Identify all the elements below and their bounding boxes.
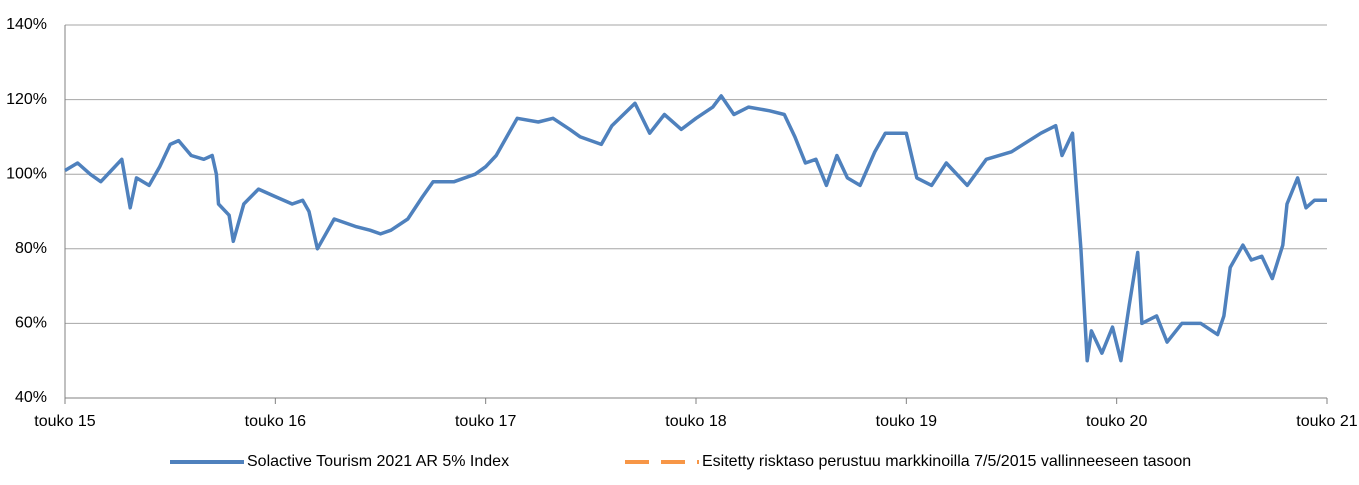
- y-tick-label: 40%: [15, 389, 47, 406]
- x-tick-label: touko 21: [1296, 413, 1357, 430]
- legend-label: Solactive Tourism 2021 AR 5% Index: [247, 453, 509, 470]
- y-tick-label: 140%: [6, 16, 47, 33]
- x-tick-label: touko 15: [34, 413, 95, 430]
- x-tick-label: touko 18: [665, 413, 726, 430]
- x-tick-label: touko 20: [1086, 413, 1147, 430]
- legend-label: Esitetty risktaso perustuu markkinoilla …: [702, 453, 1191, 470]
- x-tick-label: touko 16: [245, 413, 306, 430]
- y-tick-label: 100%: [6, 165, 47, 182]
- x-tick-label: touko 17: [455, 413, 516, 430]
- y-tick-label: 120%: [6, 91, 47, 108]
- series-line: [64, 94, 1327, 363]
- y-tick-label: 60%: [15, 315, 47, 332]
- y-tick-label: 80%: [15, 240, 47, 257]
- x-tick-label: touko 19: [876, 413, 937, 430]
